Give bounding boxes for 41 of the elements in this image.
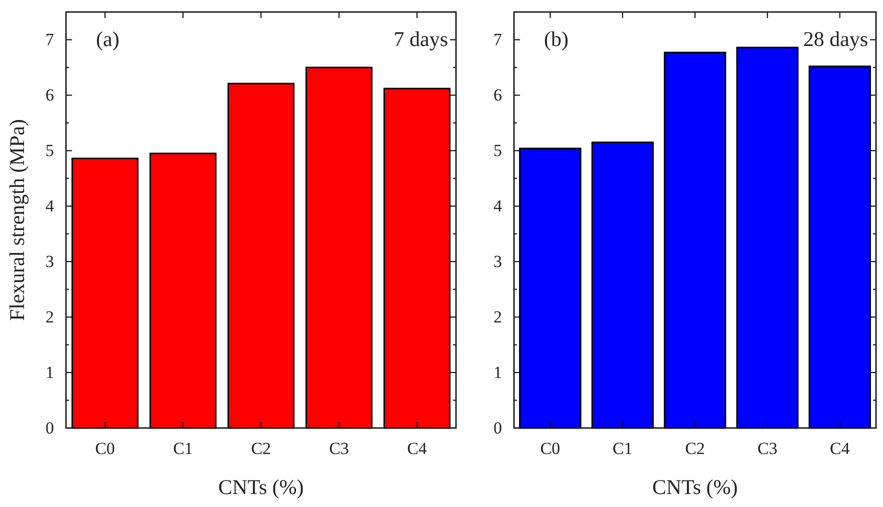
x-tick-label: C0	[540, 439, 560, 458]
x-tick-label: C4	[830, 439, 850, 458]
x-tick-label: C2	[685, 439, 705, 458]
x-tick-label: C3	[329, 439, 349, 458]
bar	[736, 46, 799, 429]
bar	[227, 82, 295, 429]
x-tick-label: C0	[95, 439, 115, 458]
annotation: 28 days	[803, 27, 868, 51]
y-tick-label: 2	[46, 308, 54, 327]
y-tick-label: 0	[46, 418, 54, 438]
y-tick-label: 0	[494, 418, 502, 438]
annotation: 7 days	[394, 27, 448, 51]
y-tick-label: 6	[494, 86, 502, 105]
x-axis-title: CNTs (%)	[652, 475, 738, 499]
y-tick-label: 6	[46, 86, 54, 105]
x-tick-label: C3	[757, 439, 778, 458]
bar	[519, 148, 582, 429]
bar	[71, 158, 139, 429]
y-tick-label: 4	[46, 196, 54, 216]
y-tick-label: 4	[494, 196, 502, 216]
x-tick-label: C1	[173, 439, 193, 458]
x-axis-title: CNTs (%)	[218, 475, 304, 499]
y-tick-label: 3	[494, 252, 502, 272]
y-tick-label: 1	[494, 362, 502, 382]
annotation: (b)	[544, 27, 568, 51]
x-tick-label: C4	[407, 439, 428, 458]
annotation: (a)	[96, 27, 120, 51]
y-axis-title: Flexural strength (MPa)	[5, 119, 29, 321]
bar	[149, 152, 217, 429]
y-tick-label: 7	[46, 30, 54, 50]
y-tick-label: 5	[46, 141, 54, 160]
x-tick-label: C2	[251, 439, 271, 458]
bar	[591, 142, 654, 429]
y-tick-label: 7	[494, 30, 502, 50]
y-tick-label: 3	[46, 252, 54, 272]
y-tick-label: 2	[494, 308, 502, 327]
x-tick-label: C1	[612, 439, 633, 458]
y-tick-label: 5	[494, 141, 502, 160]
y-tick-label: 1	[46, 362, 54, 382]
bar	[305, 66, 373, 429]
bar	[664, 52, 726, 429]
